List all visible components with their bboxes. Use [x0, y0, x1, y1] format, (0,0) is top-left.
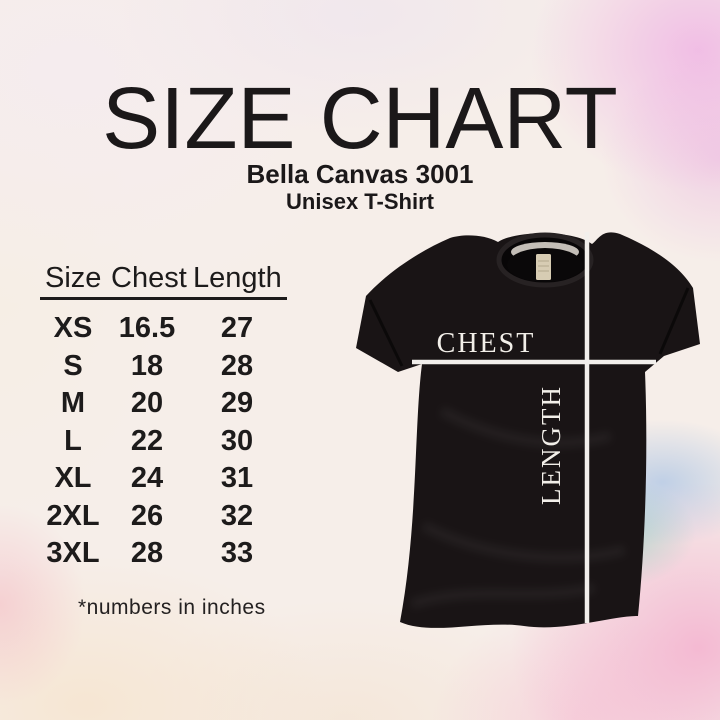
units-footnote: *numbers in inches	[78, 596, 266, 619]
table-body: XS 16.5 27 S 18 28 M 20 29 L 22 30 XL 24	[40, 310, 286, 573]
cell-chest: 18	[130, 349, 164, 382]
cell-size: 3XL	[46, 537, 100, 570]
cell-length: 32	[220, 499, 254, 532]
header-cell-chest: Chest	[106, 262, 192, 300]
table-row: L 22 30	[40, 423, 286, 461]
page-title: SIZE CHART	[102, 70, 618, 167]
table-row: XL 24 31	[40, 460, 286, 498]
cell-length: 30	[220, 424, 254, 457]
cell-length: 29	[220, 387, 254, 420]
cell-length: 28	[220, 349, 254, 382]
collar-tag	[536, 254, 551, 280]
table-row: S 18 28	[40, 348, 286, 386]
cell-length: 27	[220, 312, 254, 345]
collar-band	[496, 232, 594, 288]
cell-chest: 26	[130, 499, 164, 532]
tshirt-body	[356, 232, 700, 628]
cell-size: 2XL	[46, 499, 100, 532]
table-row: 2XL 26 32	[40, 498, 286, 536]
tshirt-image: CHEST LENGTH	[352, 226, 704, 638]
left-cuff-fold	[368, 299, 404, 367]
header-cell-length: Length	[188, 262, 287, 300]
subtitle-brand: Bella Canvas 3001	[246, 159, 474, 189]
table-row: XS 16.5 27	[40, 310, 286, 348]
cell-size: L	[64, 424, 82, 457]
cell-size: M	[60, 387, 86, 420]
table-row: 3XL 28 33	[40, 535, 286, 573]
table-header-row: Size Chest Length	[40, 262, 287, 300]
cell-chest: 28	[130, 537, 164, 570]
right-cuff-fold	[658, 287, 690, 355]
cell-chest: 24	[130, 462, 164, 495]
chest-label: CHEST	[437, 328, 536, 359]
collar	[496, 232, 594, 288]
cell-chest: 16.5	[118, 312, 176, 345]
subtitle-product: Unisex T-Shirt	[286, 189, 434, 214]
header-cell-size: Size	[40, 262, 107, 300]
cell-chest: 20	[130, 387, 164, 420]
table-row: M 20 29	[40, 385, 286, 423]
cell-size: XL	[54, 462, 92, 495]
cell-chest: 22	[130, 424, 164, 457]
cell-length: 33	[220, 537, 254, 570]
size-table: Size Chest Length XS 16.5 27 S 18 28 M 2…	[40, 262, 287, 573]
cell-size: S	[63, 349, 83, 382]
cell-length: 31	[220, 462, 254, 495]
cell-size: XS	[53, 312, 93, 345]
length-label: LENGTH	[536, 385, 566, 505]
